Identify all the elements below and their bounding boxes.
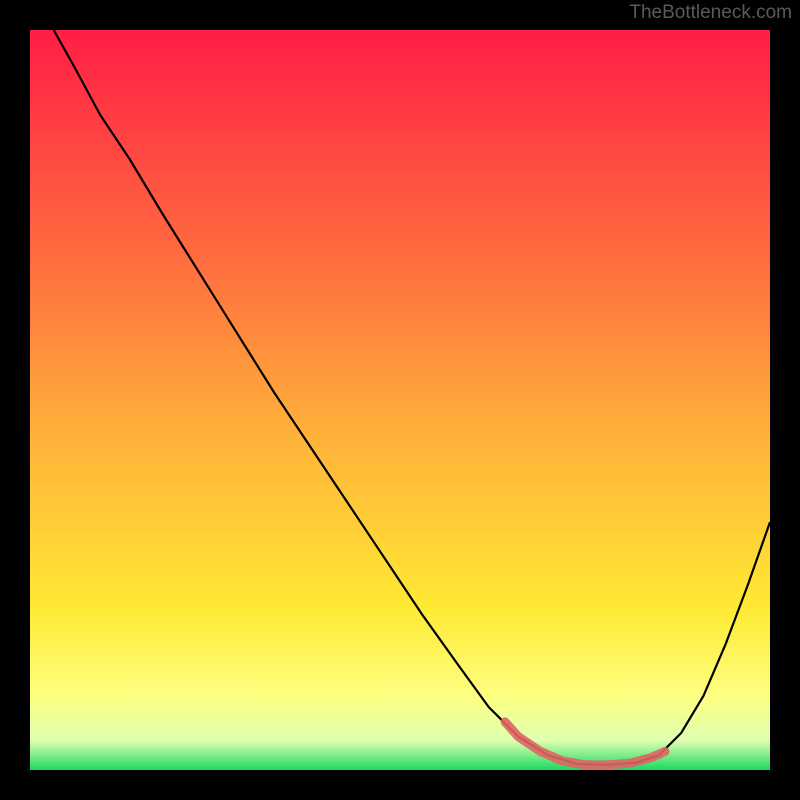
bottleneck-curve [54, 30, 770, 765]
optimal-range-highlight [505, 722, 665, 765]
chart-plot-area [30, 30, 770, 770]
chart-svg [30, 30, 770, 770]
attribution-label: TheBottleneck.com [629, 2, 792, 24]
